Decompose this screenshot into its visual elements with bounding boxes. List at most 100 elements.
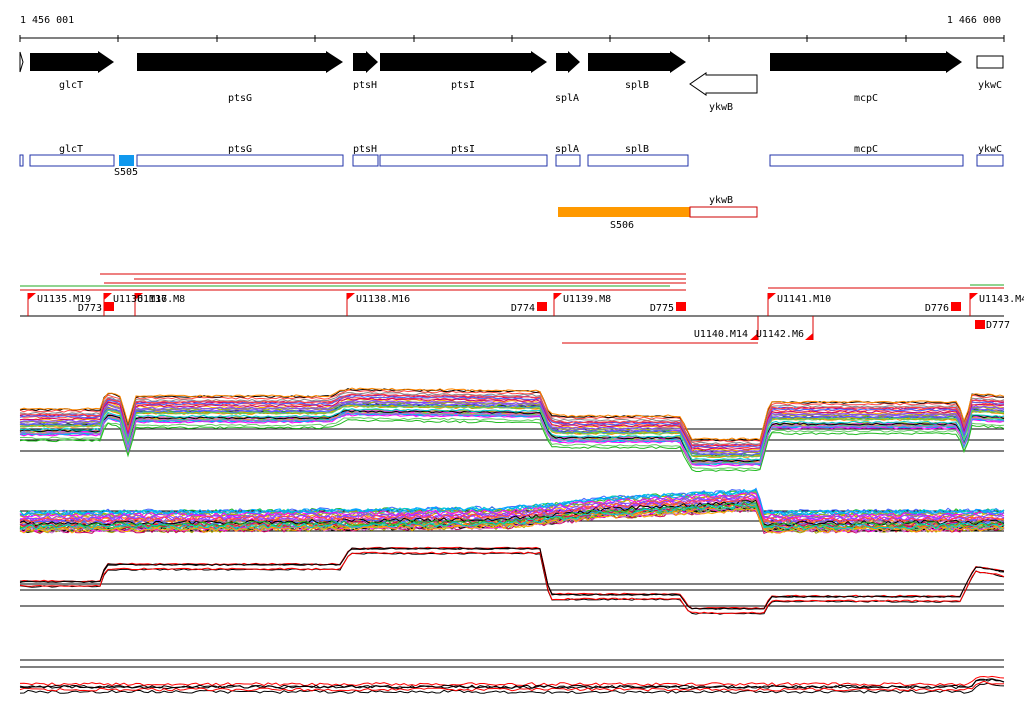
gene-label-ptsG: ptsG [228, 93, 252, 104]
annotation-box-ptsH[interactable] [352, 154, 379, 167]
annotation-box[interactable] [19, 154, 24, 167]
upshift-flag[interactable] [805, 333, 813, 340]
annotation-label: ptsH [353, 144, 377, 155]
annotation-box-mcpC[interactable] [769, 154, 964, 167]
annotation-box-ptsG[interactable] [136, 154, 344, 167]
expression-trace [19, 682, 1005, 694]
gene-label-ptsI: ptsI [451, 80, 475, 91]
expression-trace [19, 547, 1005, 610]
expression-trace [19, 393, 1005, 447]
expression-panel-4 [19, 659, 1005, 694]
annotation-box-ykwC[interactable] [976, 154, 1004, 167]
expression-trace [19, 503, 1005, 531]
downshift-label: D776 [925, 303, 949, 314]
expression-panel-1 [19, 387, 1005, 472]
expression-trace [19, 408, 1005, 461]
upshift-flag[interactable] [554, 293, 562, 300]
gene-label-glcT: glcT [59, 80, 83, 91]
upshift-flag[interactable] [768, 293, 776, 300]
ruler-start-label: 1 456 001 [20, 15, 74, 26]
downshift-label: D774 [511, 303, 535, 314]
expression-panel-2 [19, 487, 1005, 535]
gene-arrow-ptsH[interactable] [353, 51, 378, 73]
expression-trace [19, 404, 1005, 458]
ruler-end-label: 1 466 000 [947, 15, 1001, 26]
upshift-label: U1141.M10 [777, 294, 831, 305]
expression-trace [19, 411, 1005, 465]
annotation-label: splB [625, 144, 649, 155]
annotation-label: glcT [59, 144, 83, 155]
expression-trace [19, 389, 1005, 443]
expression-trace [19, 409, 1005, 463]
segment-bar-filled[interactable] [558, 207, 690, 217]
coordinate-ruler: 1 456 001 1 466 000 [19, 15, 1005, 42]
expression-trace [19, 488, 1005, 517]
panel-1-traces [19, 387, 1005, 472]
partial-gene-arrow[interactable] [19, 51, 24, 73]
upshift-flag[interactable] [970, 293, 978, 300]
gene-arrow-ptsI[interactable] [380, 51, 547, 73]
annotation-box-splA[interactable] [555, 154, 581, 167]
gene-label-splB: splB [625, 80, 649, 91]
gene-arrow-ptsG[interactable] [137, 51, 343, 73]
annotation-box-splB[interactable] [587, 154, 689, 167]
expression-trace [19, 508, 1005, 534]
downshift-label: D773 [78, 303, 102, 314]
segment-label: S506 [610, 220, 634, 231]
upshift-label: U1137.M8 [137, 294, 185, 305]
panel-2-traces [19, 487, 1005, 535]
upshift-flag[interactable] [104, 293, 112, 300]
segment-track: S506 ykwB [558, 195, 758, 231]
annotation-track: glcT ptsG ptsH ptsI splA splB mcpC ykwC … [19, 144, 1004, 178]
gene-arrow-splB[interactable] [588, 51, 686, 73]
upshift-label: U1136.M16 [113, 294, 167, 305]
gene-box-ykwC[interactable] [976, 55, 1004, 69]
annotation-label: ptsI [451, 144, 475, 155]
downshift-box[interactable] [104, 302, 114, 311]
expression-trace [19, 387, 1005, 441]
segment-gene-label: ykwB [709, 195, 733, 206]
expression-trace [19, 399, 1005, 453]
downshift-box[interactable] [951, 302, 961, 311]
expression-trace [19, 546, 1005, 610]
expression-trace [19, 487, 1005, 516]
gene-arrow-mcpC[interactable] [770, 51, 962, 73]
expression-trace [19, 675, 1005, 687]
expression-panel-3 [19, 546, 1005, 615]
downshift-box[interactable] [975, 320, 985, 329]
shift-track: U1135.M19 U1136.M16 U1137.M8 U1138.M16 U… [20, 273, 1024, 344]
downshift-box[interactable] [676, 302, 686, 311]
annotation-box-glcT[interactable] [29, 154, 115, 167]
annotation-label: ykwC [978, 144, 1002, 155]
upshift-flag[interactable] [28, 293, 36, 300]
annotation-box-ptsI[interactable] [379, 154, 548, 167]
annotation-label: splA [555, 144, 579, 155]
upshift-flag[interactable] [135, 293, 143, 300]
segment-bar-outline[interactable] [689, 206, 758, 218]
expression-trace [19, 397, 1005, 451]
upshift-label: U1139.M8 [563, 294, 611, 305]
gene-arrow-glcT[interactable] [30, 51, 114, 73]
expression-trace [19, 551, 1005, 615]
annotation-label: ptsG [228, 144, 252, 155]
expression-trace [19, 419, 1005, 472]
upshift-flag[interactable] [347, 293, 355, 300]
downshift-label: D777 [986, 320, 1010, 331]
gene-arrow-ykwB[interactable] [689, 72, 758, 96]
upshift-flag[interactable] [750, 333, 758, 340]
gene-arrow-splA[interactable] [556, 51, 580, 73]
upshift-label: U1135.M19 [37, 294, 91, 305]
upshift-label: U1143.M4 [979, 294, 1024, 305]
panel-4-traces [19, 675, 1005, 694]
downshift-box[interactable] [537, 302, 547, 311]
gene-label-mcpC: mcpC [854, 93, 878, 104]
expression-trace [19, 417, 1005, 470]
expression-trace [19, 678, 1005, 689]
expression-trace [19, 491, 1005, 519]
sigma-site-box[interactable] [119, 155, 134, 166]
gene-track: glcT ptsG ptsH ptsI splA splB ykwB mcpC … [19, 51, 1004, 113]
expression-trace [19, 547, 1005, 610]
gene-label-splA: splA [555, 93, 579, 104]
